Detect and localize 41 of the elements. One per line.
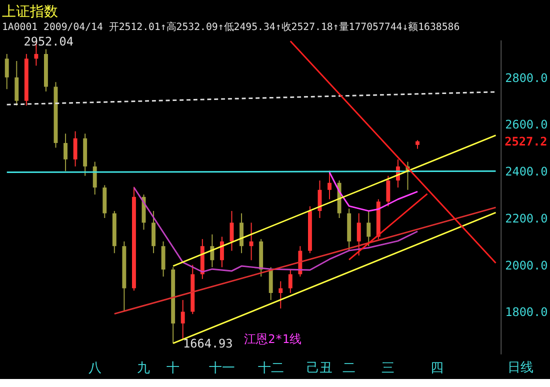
candlestick — [328, 170, 332, 200]
text: 日线 — [507, 360, 534, 376]
candlestick — [288, 269, 292, 294]
candlestick — [180, 300, 185, 340]
x-tick-label: 八 — [88, 361, 102, 376]
candlestick — [356, 212, 361, 256]
text: 2527.2 — [504, 134, 548, 148]
candlestick — [4, 53, 9, 90]
candlestick — [14, 60, 19, 106]
y-tick-label: 2800.0 — [505, 70, 548, 85]
y-tick-label: 2200.0 — [505, 211, 548, 226]
candlestick — [161, 240, 166, 278]
annotation: 1664.93 — [182, 336, 233, 350]
y-tick-label: 2000.0 — [505, 258, 548, 272]
candlestick — [249, 222, 254, 261]
series-label: 江恩2*1线 — [244, 332, 302, 346]
x-tick-label: 二 — [342, 361, 356, 376]
y-tick-label: 1800.0 — [505, 305, 548, 320]
candlestick — [366, 210, 371, 247]
candlestick — [278, 280, 283, 309]
y-tick-label: 2400.0 — [505, 164, 548, 179]
x-tick-label: 己丑 — [306, 361, 333, 376]
candlestick — [268, 266, 273, 301]
candlestick — [220, 236, 224, 268]
x-tick-label: 十 — [166, 361, 180, 376]
candlestick — [73, 130, 78, 167]
x-tick-label: 九 — [137, 361, 150, 376]
x-tick-label: 三 — [382, 361, 395, 376]
x-tick-label: 十二 — [258, 361, 284, 376]
candlestick — [152, 210, 156, 254]
x-tick-label: 四 — [430, 361, 444, 376]
chart-title: 上证指数 — [2, 4, 58, 20]
candlestick — [240, 212, 244, 254]
candlestick — [386, 175, 390, 207]
annotation: 2952.04 — [24, 34, 74, 49]
line-series — [328, 172, 418, 212]
candlestick — [64, 133, 68, 172]
y-tick-label: 2600.0 — [505, 118, 548, 132]
chart-subtitle: 1A0001 2009/04/14 开2512.01↑高2532.09↑低2495.34↑收2527.18↑量177057744↓额1638586 — [2, 20, 460, 33]
x-tick-label: 十一 — [208, 361, 235, 376]
candlestick — [92, 161, 97, 196]
